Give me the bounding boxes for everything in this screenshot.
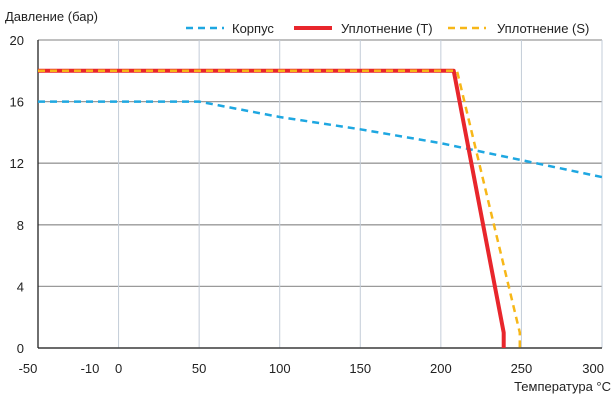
y-tick-label: 8 [17, 218, 24, 233]
x-tick-label: 100 [269, 361, 291, 376]
series-line-3 [38, 69, 522, 348]
x-tick-label: 250 [511, 361, 533, 376]
tick-labels: 0 4 8 12 16 20 -50 0 50 100 150 200 250 300 -10 [10, 33, 604, 376]
y-tick-label: 16 [10, 95, 24, 110]
x-axis-label: Температура °C [514, 379, 611, 394]
x-tick-label: 200 [430, 361, 452, 376]
y-tick-label: 12 [10, 156, 24, 171]
axes [37, 40, 602, 349]
legend-label-1: Корпус [232, 21, 274, 36]
x-tick-label-extra: -10 [81, 361, 100, 376]
series-line-2 [38, 68, 506, 348]
y-axis-label: Давление (бар) [5, 9, 98, 24]
x-tick-label: 50 [192, 361, 206, 376]
x-tick-label: 0 [115, 361, 122, 376]
x-tick-label: -50 [19, 361, 38, 376]
series-line-1 [38, 100, 603, 179]
series-layer [38, 68, 603, 348]
x-tick-label: 300 [582, 361, 604, 376]
grid [38, 39, 603, 349]
legend-label-3: Уплотнение (S) [497, 21, 589, 36]
y-tick-label: 0 [17, 341, 24, 356]
y-tick-label: 20 [10, 33, 24, 48]
legend-label-2: Уплотнение (T) [341, 21, 433, 36]
y-tick-label: 4 [17, 279, 24, 294]
legend: Корпус Уплотнение (T) Уплотнение (S) [186, 21, 589, 36]
x-tick-label: 150 [349, 361, 371, 376]
